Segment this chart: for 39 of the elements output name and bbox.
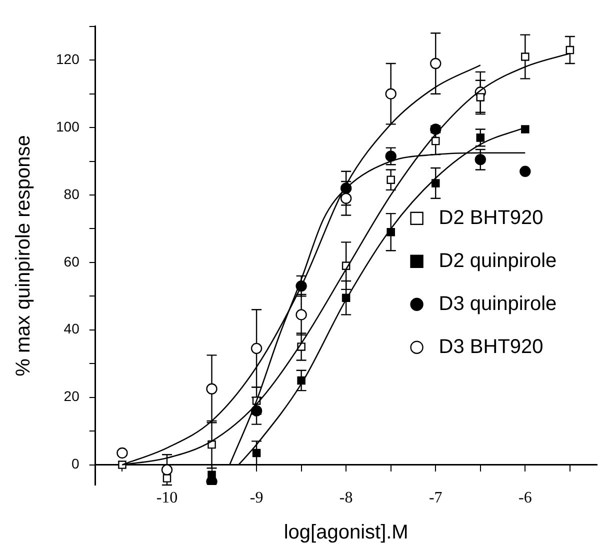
point: [296, 309, 307, 320]
legend-label: D3 BHT920: [438, 336, 544, 358]
point: [476, 134, 485, 142]
legend-label: D2 quinpirole: [438, 250, 557, 272]
point: [431, 179, 440, 188]
legend-label: D2 BHT920: [438, 206, 544, 229]
point: [431, 136, 440, 146]
x-axis-title: log[agonist].M: [284, 522, 408, 544]
point: [250, 342, 262, 354]
point: [521, 52, 530, 61]
point: [252, 448, 261, 458]
point: [521, 125, 530, 134]
y-tick-label: 80: [64, 186, 80, 202]
x-tick-label: -9: [250, 490, 264, 507]
y-tick-label: 60: [64, 253, 80, 270]
point: [161, 464, 173, 476]
point: [385, 150, 396, 162]
y-tick-label: 40: [64, 320, 80, 337]
point: [474, 154, 486, 166]
y-tick-label: 100: [56, 118, 80, 134]
point: [385, 88, 396, 100]
y-tick-label: 0: [72, 456, 80, 472]
point: [476, 93, 485, 102]
x-tick-label: -8: [339, 490, 353, 507]
x-tick-label: -6: [518, 490, 532, 507]
point: [430, 58, 442, 70]
x-tick-label: -10: [156, 490, 178, 507]
y-axis-title: % max quinpirole response: [12, 135, 35, 376]
point: [520, 166, 531, 177]
legend-label: D3 quinpirole: [438, 292, 557, 315]
point: [162, 474, 172, 482]
point: [386, 176, 395, 184]
point: [116, 447, 128, 459]
y-tick-label: 20: [64, 388, 80, 404]
y-tick-label: 120: [56, 50, 80, 67]
point: [340, 192, 352, 204]
point: [566, 46, 574, 54]
x-tick-label: -7: [428, 490, 442, 507]
point: [206, 383, 218, 394]
